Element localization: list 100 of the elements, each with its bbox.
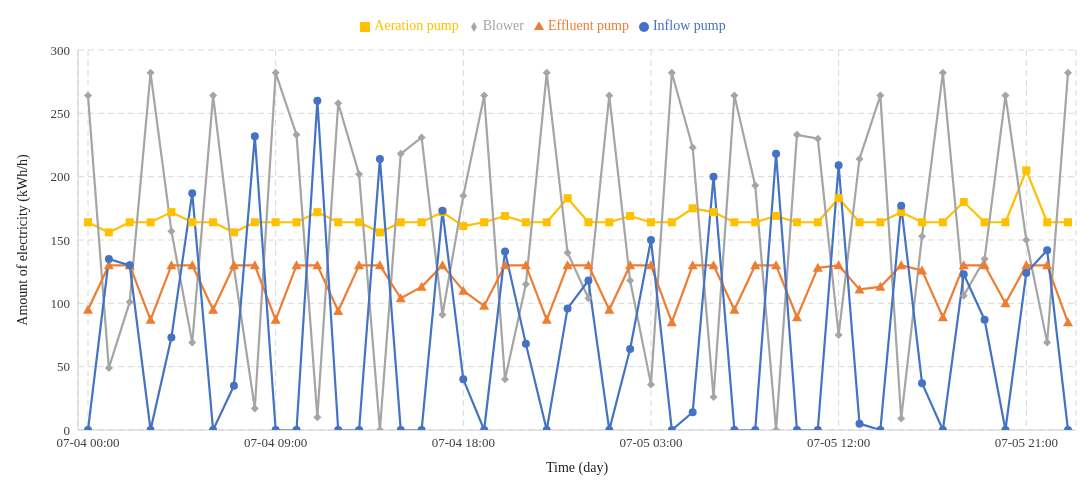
point (229, 228, 238, 237)
legend-label: Blower (482, 18, 524, 33)
point (855, 154, 864, 163)
point (459, 222, 468, 231)
point (626, 276, 635, 285)
point (146, 68, 155, 77)
point (563, 248, 572, 257)
point (938, 68, 947, 77)
x-tick-label: 07-04 09:00 (244, 435, 308, 451)
point (1021, 260, 1032, 270)
point (1022, 236, 1031, 244)
point (417, 218, 426, 227)
point (604, 304, 615, 314)
point (1000, 298, 1011, 308)
point (896, 260, 907, 270)
point (521, 280, 530, 289)
x-tick-label: 07-05 03:00 (619, 435, 683, 451)
point (813, 134, 822, 143)
point (812, 262, 823, 272)
point (459, 191, 468, 200)
point (562, 260, 573, 270)
point (417, 133, 426, 142)
legend-label: Effluent pump (547, 18, 629, 33)
point (918, 232, 927, 241)
point (333, 305, 344, 315)
point (416, 281, 427, 291)
point (313, 96, 322, 105)
point (958, 260, 969, 270)
point (792, 218, 801, 227)
point (354, 260, 365, 270)
point (667, 218, 676, 227)
point (772, 149, 781, 158)
y-tick-label: 0 (63, 422, 70, 438)
point (918, 379, 927, 388)
point (146, 218, 155, 227)
y-tick-label: 200 (50, 169, 70, 185)
point (84, 91, 92, 100)
point (375, 228, 384, 237)
point (229, 381, 238, 390)
point (542, 218, 551, 227)
point (84, 218, 92, 227)
point (626, 211, 635, 220)
point (959, 198, 968, 206)
point (980, 218, 989, 227)
point (834, 194, 843, 203)
point (167, 227, 176, 236)
point (395, 293, 406, 303)
point (437, 260, 448, 270)
point (480, 91, 489, 100)
point (374, 260, 385, 270)
x-tick-label: 07-05 12:00 (807, 435, 871, 451)
point (751, 181, 760, 190)
point (208, 304, 219, 314)
point (291, 260, 302, 270)
point (688, 143, 697, 152)
point (1043, 218, 1052, 227)
point (688, 408, 697, 417)
point (292, 130, 301, 139)
point (855, 419, 864, 428)
point (334, 218, 343, 227)
point (479, 300, 490, 310)
point (1064, 218, 1072, 227)
point (521, 339, 530, 348)
point (458, 285, 469, 295)
point (875, 281, 886, 291)
point (292, 218, 301, 227)
point (250, 132, 259, 141)
point (1022, 166, 1031, 175)
point (125, 218, 134, 227)
legend-label: Aeration pump (374, 18, 459, 33)
point (980, 315, 989, 324)
point (625, 260, 636, 270)
point (480, 218, 489, 227)
point (313, 413, 322, 422)
point (729, 304, 740, 314)
point (271, 68, 280, 77)
point (542, 68, 551, 77)
point (167, 333, 176, 342)
point (396, 149, 405, 158)
point (563, 194, 572, 203)
point (917, 265, 928, 275)
point (626, 344, 635, 353)
point (876, 218, 885, 227)
point (249, 260, 260, 270)
point (897, 201, 906, 210)
point (1022, 268, 1031, 277)
point (709, 208, 718, 217)
point (667, 68, 676, 77)
point (125, 298, 134, 307)
point (145, 314, 156, 324)
point (313, 208, 322, 217)
point (584, 276, 593, 285)
point (1042, 260, 1053, 270)
point (188, 189, 197, 198)
point (209, 218, 218, 227)
point (104, 228, 113, 237)
point (646, 236, 655, 244)
point (584, 218, 593, 227)
point (897, 414, 906, 423)
point (188, 218, 197, 227)
